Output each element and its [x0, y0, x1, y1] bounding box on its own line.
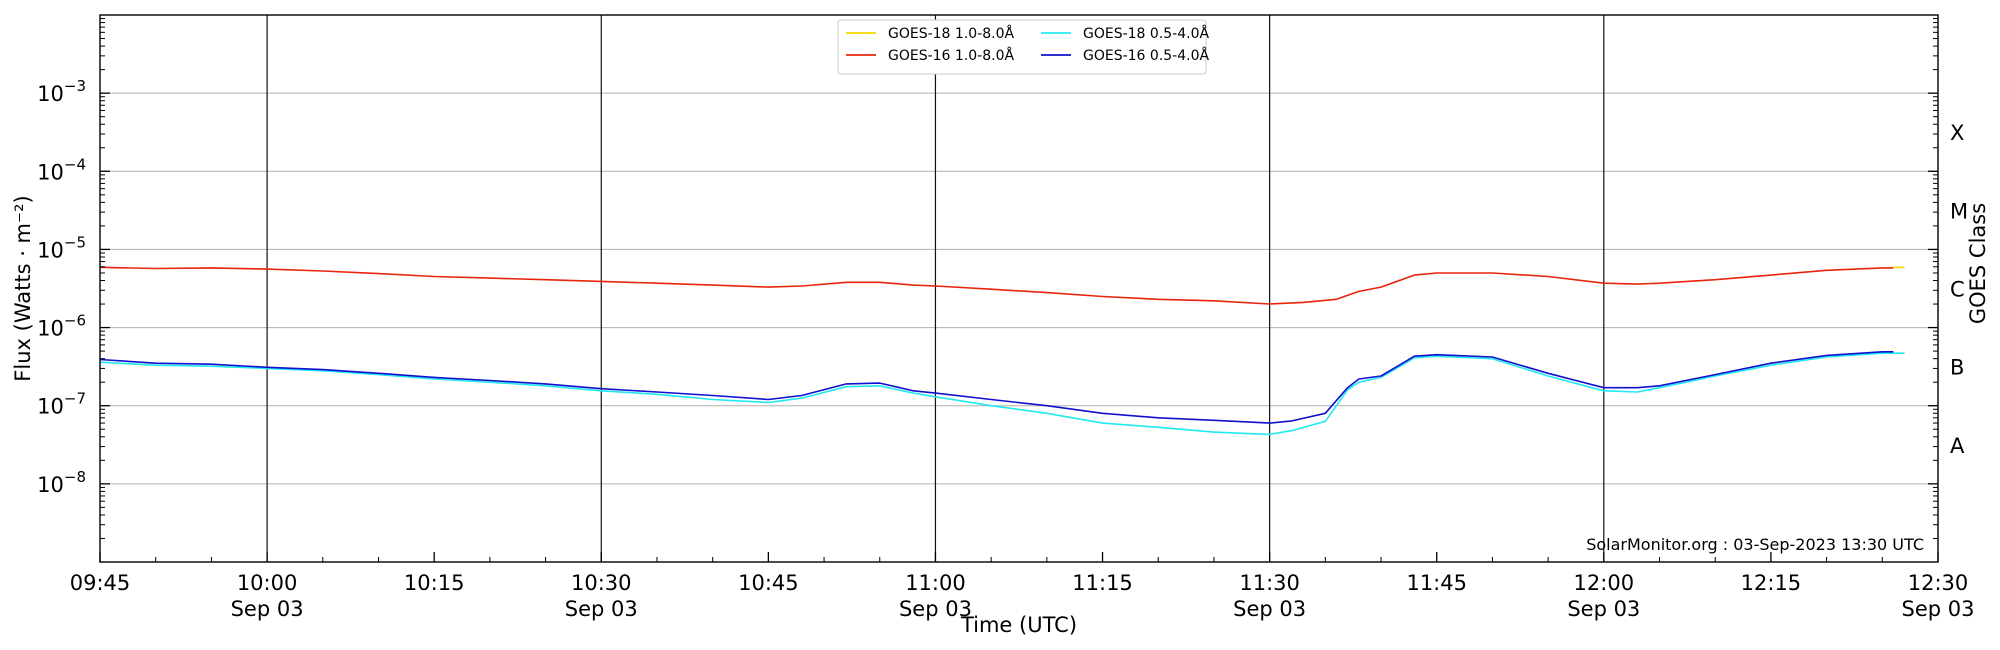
x-tick-label: 11:00: [905, 571, 966, 595]
x-tick-date-label: Sep 03: [899, 597, 972, 621]
x-tick-label: 12:30: [1908, 571, 1969, 595]
y-tick-label: 10−4: [37, 155, 86, 184]
y-axis-title: Flux (Watts · m⁻²): [11, 195, 35, 381]
y-tick-label: 10−7: [37, 390, 86, 419]
x-tick-date-label: Sep 03: [565, 597, 638, 621]
goes-class-label: B: [1950, 356, 1964, 380]
x-tick-date-label: Sep 03: [1233, 597, 1306, 621]
y-tick-exponent: −6: [64, 312, 86, 330]
x-tick-label: 11:15: [1072, 571, 1133, 595]
grid-lines: [100, 92, 1938, 485]
x-tick-label: 12:00: [1574, 571, 1635, 595]
credit-text: SolarMonitor.org : 03-Sep-2023 13:30 UTC: [1586, 535, 1924, 554]
legend-box: [837, 19, 1207, 75]
y-tick-label: 10−3: [37, 77, 86, 106]
legend-label: GOES-16 1.0-8.0Å: [888, 47, 1014, 64]
x-tick-label: 09:45: [70, 571, 131, 595]
y-tick-base: 10: [37, 82, 64, 106]
x-tick-date-label: Sep 03: [1902, 597, 1975, 621]
x-tick-date-label: Sep 03: [1567, 597, 1640, 621]
legend-label: GOES-18 1.0-8.0Å: [888, 25, 1014, 42]
y-tick-label: 10−5: [37, 233, 86, 262]
x-tick-label: 12:15: [1741, 571, 1802, 595]
x-tick-label: 10:30: [571, 571, 632, 595]
x-axis-title: Time (UTC): [960, 613, 1077, 637]
y-axis-ticks: 10−310−410−510−610−710−8: [37, 18, 1938, 539]
y-tick-label: 10−6: [37, 312, 86, 341]
x-tick-label: 11:30: [1239, 571, 1300, 595]
y-tick-exponent: −5: [64, 233, 86, 251]
y-tick-exponent: −7: [64, 390, 86, 408]
goes-class-axis: X M C B A: [1950, 121, 1968, 458]
y-tick-base: 10: [37, 395, 64, 419]
y-tick-label: 10−8: [37, 468, 86, 497]
x-tick-date-label: Sep 03: [231, 597, 304, 621]
y-tick-base: 10: [37, 473, 64, 497]
y-tick-exponent: −3: [64, 77, 86, 95]
y-tick-base: 10: [37, 238, 64, 262]
legend: GOES-18 1.0-8.0Å GOES-18 0.5-4.0Å GOES-16 …: [837, 19, 1209, 75]
goes-class-label: X: [1950, 121, 1964, 145]
goes-class-label: A: [1950, 434, 1965, 458]
x-tick-label: 10:45: [738, 571, 799, 595]
x-tick-label: 10:15: [404, 571, 465, 595]
day-vertical-lines: [266, 15, 1605, 562]
x-tick-label: 11:45: [1406, 571, 1467, 595]
legend-label: GOES-18 0.5-4.0Å: [1083, 25, 1209, 42]
y-tick-exponent: −8: [64, 468, 86, 486]
plot-frame: [99, 14, 1939, 563]
legend-label: GOES-16 0.5-4.0Å: [1083, 47, 1209, 64]
series-lines: [99, 266, 1905, 436]
goes-class-label: M: [1950, 199, 1968, 223]
y-tick-base: 10: [37, 160, 64, 184]
series-line: [99, 352, 1905, 436]
goes-class-title: GOES Class: [1966, 203, 1990, 324]
goes-class-label: C: [1950, 278, 1965, 302]
series-line: [99, 350, 1894, 424]
y-tick-exponent: −4: [64, 155, 86, 173]
x-tick-label: 10:00: [237, 571, 298, 595]
series-line: [99, 266, 1894, 305]
y-tick-base: 10: [37, 317, 64, 341]
